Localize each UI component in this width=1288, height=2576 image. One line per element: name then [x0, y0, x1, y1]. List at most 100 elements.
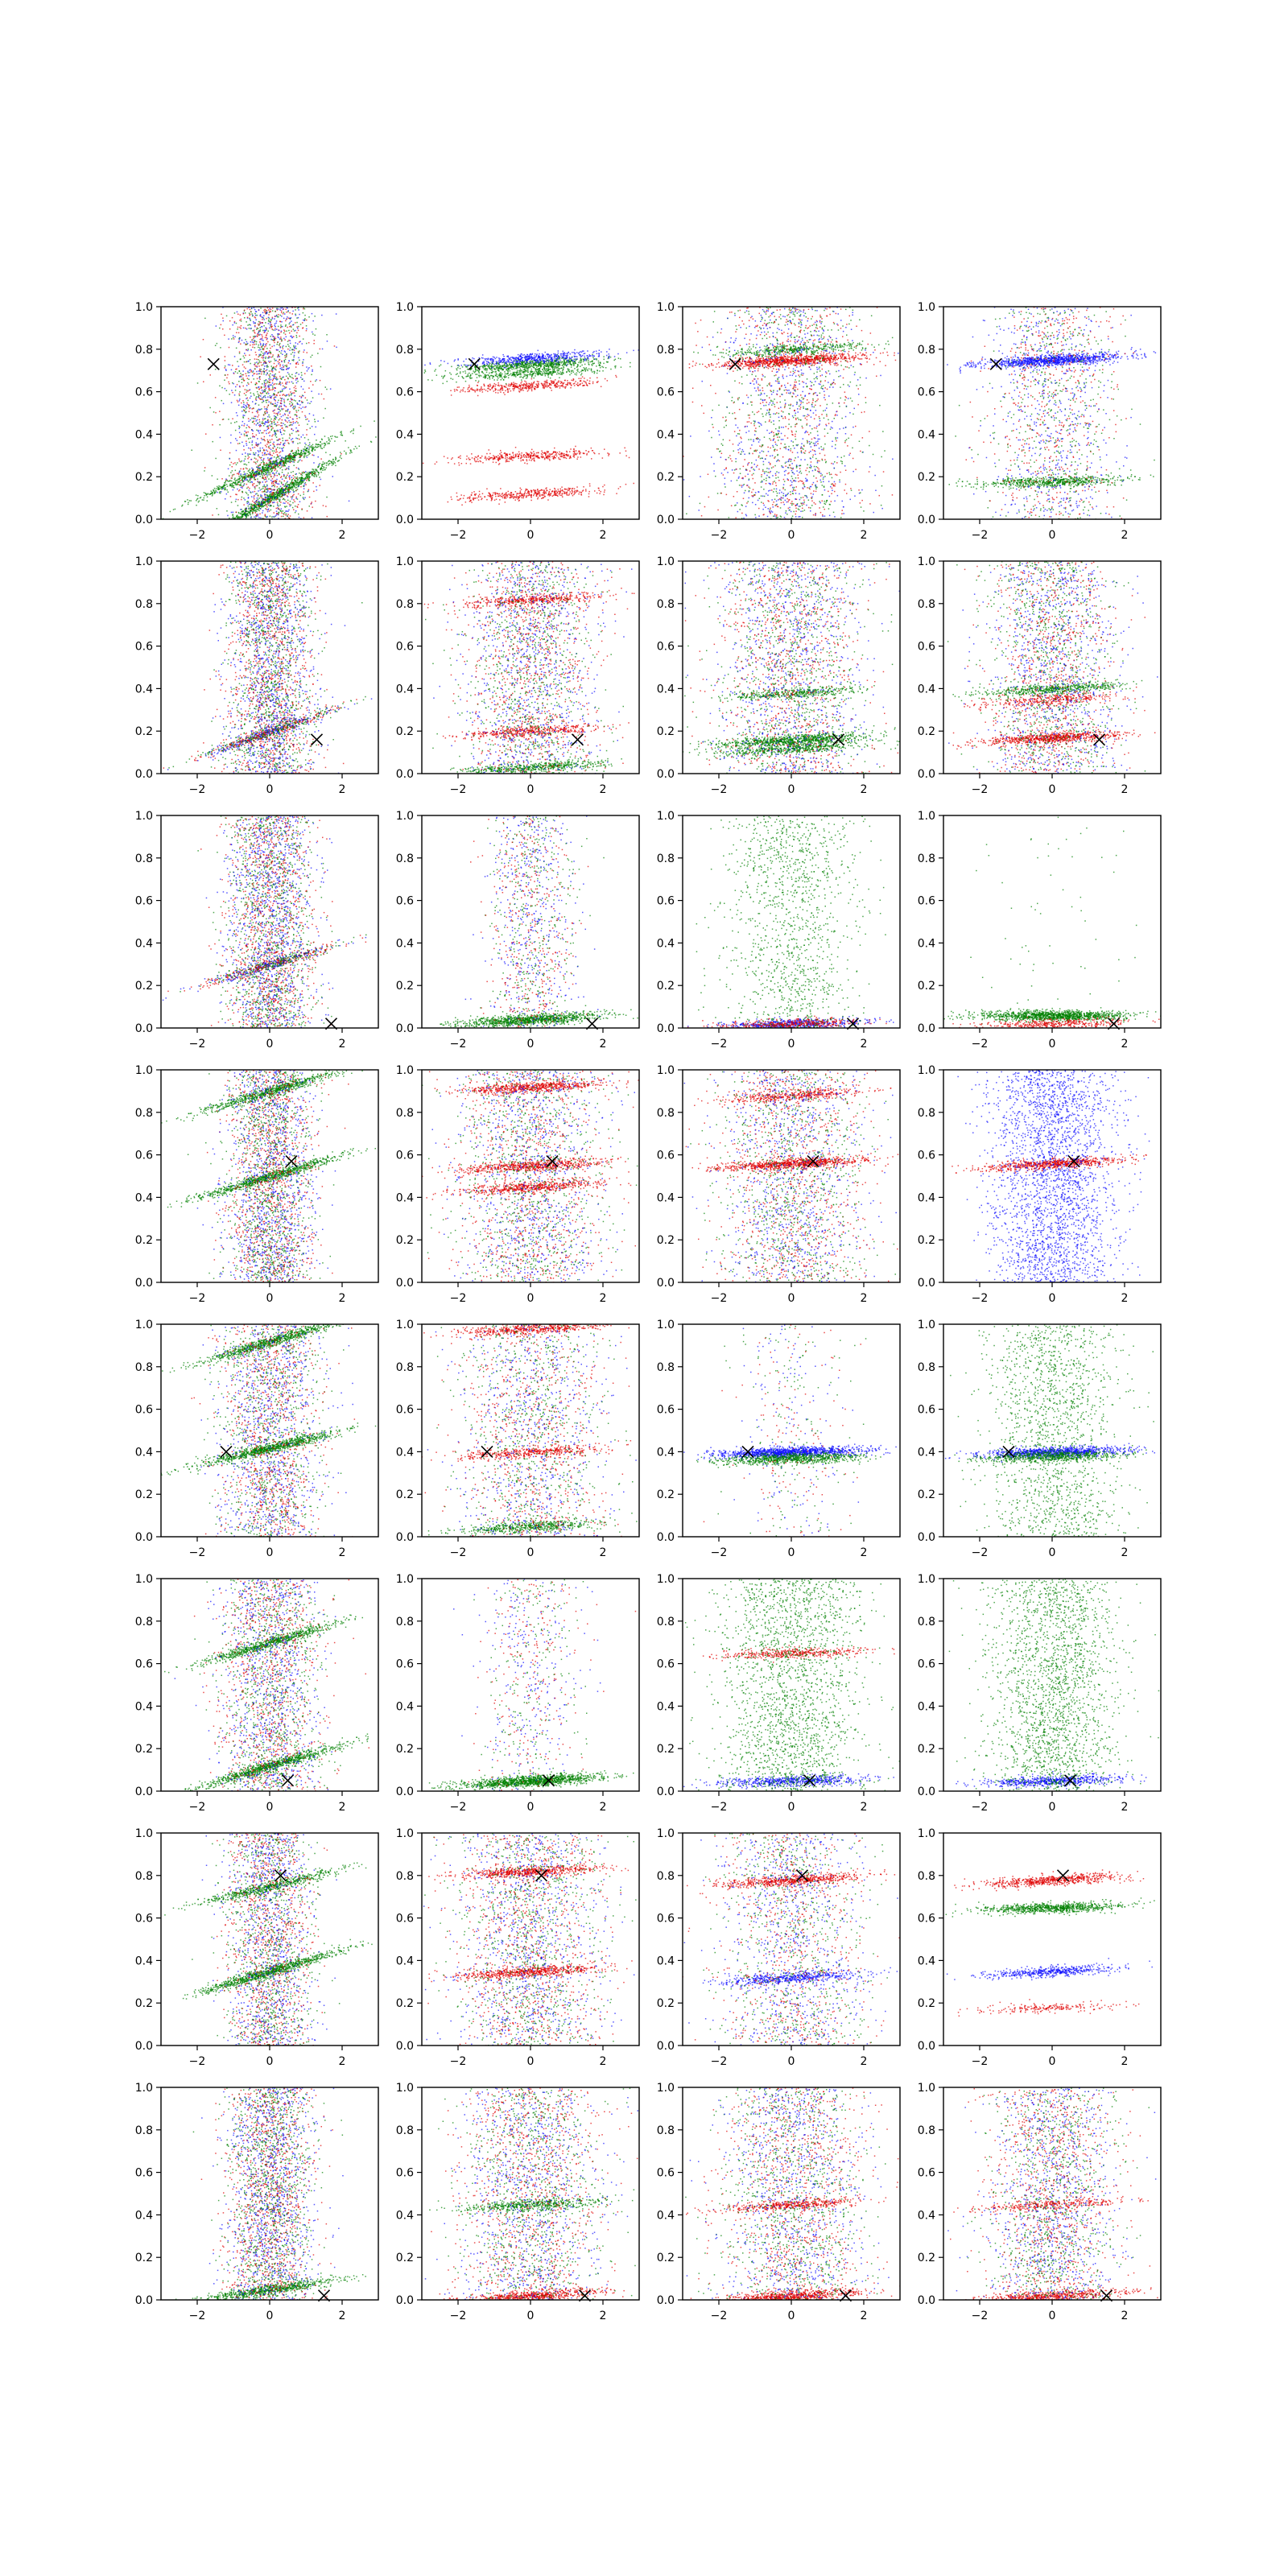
scatter-point [210, 374, 212, 376]
scatter-point [224, 367, 225, 369]
scatter-point [282, 448, 283, 450]
scatter-point [279, 419, 280, 421]
scatter-point [309, 403, 311, 405]
scatter-point [267, 381, 269, 382]
scatter-point [265, 515, 266, 517]
scatter-point [226, 316, 228, 317]
scatter-point [278, 334, 279, 336]
scatter-point [297, 378, 299, 380]
scatter-point [225, 388, 226, 390]
scatter-point [265, 477, 266, 478]
scatter-point [280, 391, 282, 393]
scatter-point [479, 373, 481, 374]
scatter-point [248, 511, 250, 513]
scatter-point [599, 370, 601, 372]
scatter-point [260, 395, 262, 397]
scatter-point [243, 328, 245, 329]
scatter-point [236, 516, 237, 518]
scatter-point [298, 514, 299, 515]
scatter-point [295, 481, 296, 483]
scatter-point [275, 397, 277, 398]
scatter-point [278, 463, 279, 464]
scatter-point [297, 423, 299, 424]
scatter-point [204, 492, 205, 493]
scatter-point [280, 400, 282, 402]
scatter-point [289, 389, 291, 390]
scatter-point [279, 460, 281, 462]
scatter-point [244, 407, 246, 409]
scatter-point [283, 430, 285, 431]
scatter-point [215, 490, 217, 492]
scatter-point [456, 369, 458, 371]
scatter-point [287, 316, 288, 318]
scatter-point [349, 452, 351, 454]
scatter-point [254, 362, 256, 364]
scatter-point [274, 337, 275, 339]
scatter-point [270, 309, 272, 311]
scatter-point [219, 526, 221, 528]
scatter-point [336, 313, 337, 315]
scatter-point [280, 411, 282, 412]
scatter-point [309, 447, 311, 448]
scatter-point [221, 400, 223, 402]
scatter-point [314, 472, 316, 473]
scatter-point [584, 367, 585, 369]
scatter-point [462, 366, 464, 368]
scatter-point [277, 414, 279, 415]
scatter-point [279, 330, 280, 332]
scatter-point [293, 452, 295, 454]
scatter-point [603, 356, 605, 357]
scatter-point [251, 504, 253, 506]
scatter-point [264, 453, 266, 455]
scatter-point [293, 378, 295, 380]
scatter-point [256, 344, 258, 345]
scatter-point [233, 373, 235, 374]
scatter-point [277, 502, 279, 503]
scatter-point [270, 474, 271, 476]
scatter-point [237, 505, 239, 506]
scatter-point [302, 477, 303, 478]
scatter-point [504, 365, 506, 366]
scatter-point [220, 437, 221, 439]
scatter-point [304, 473, 306, 474]
scatter-point [291, 405, 292, 407]
scatter-point [254, 378, 255, 380]
scatter-point [220, 491, 221, 493]
scatter-point [253, 330, 254, 332]
scatter-point [303, 480, 305, 481]
scatter-point [252, 375, 254, 377]
scatter-point [268, 320, 270, 322]
scatter-point [262, 418, 264, 419]
scatter-point [282, 354, 283, 356]
scatter-point [177, 550, 179, 551]
scatter-point [294, 501, 295, 502]
scatter-point [316, 476, 318, 477]
scatter-point [239, 400, 241, 402]
scatter-point [268, 495, 270, 497]
scatter-point [271, 436, 273, 437]
scatter-point [279, 343, 281, 345]
scatter-point [263, 425, 265, 427]
scatter-point [292, 324, 294, 326]
scatter-point [295, 366, 297, 368]
scatter-point [274, 500, 275, 502]
scatter-point [283, 338, 285, 340]
scatter-point [231, 390, 233, 391]
scatter-point [215, 458, 217, 460]
scatter-point [264, 365, 266, 367]
scatter-point [288, 318, 290, 320]
scatter-point [266, 426, 268, 427]
scatter-point [265, 445, 266, 447]
scatter-point [272, 496, 274, 497]
scatter-point [328, 443, 330, 444]
scatter-point [550, 369, 551, 370]
scatter-point [301, 386, 303, 388]
scatter-point [233, 523, 235, 525]
scatter-point [296, 336, 298, 338]
scatter-point [253, 374, 254, 375]
scatter-point [299, 460, 300, 462]
scatter-point [291, 440, 292, 441]
scatter-point [260, 329, 262, 331]
scatter-point [299, 417, 300, 419]
scatter-point [293, 458, 295, 460]
